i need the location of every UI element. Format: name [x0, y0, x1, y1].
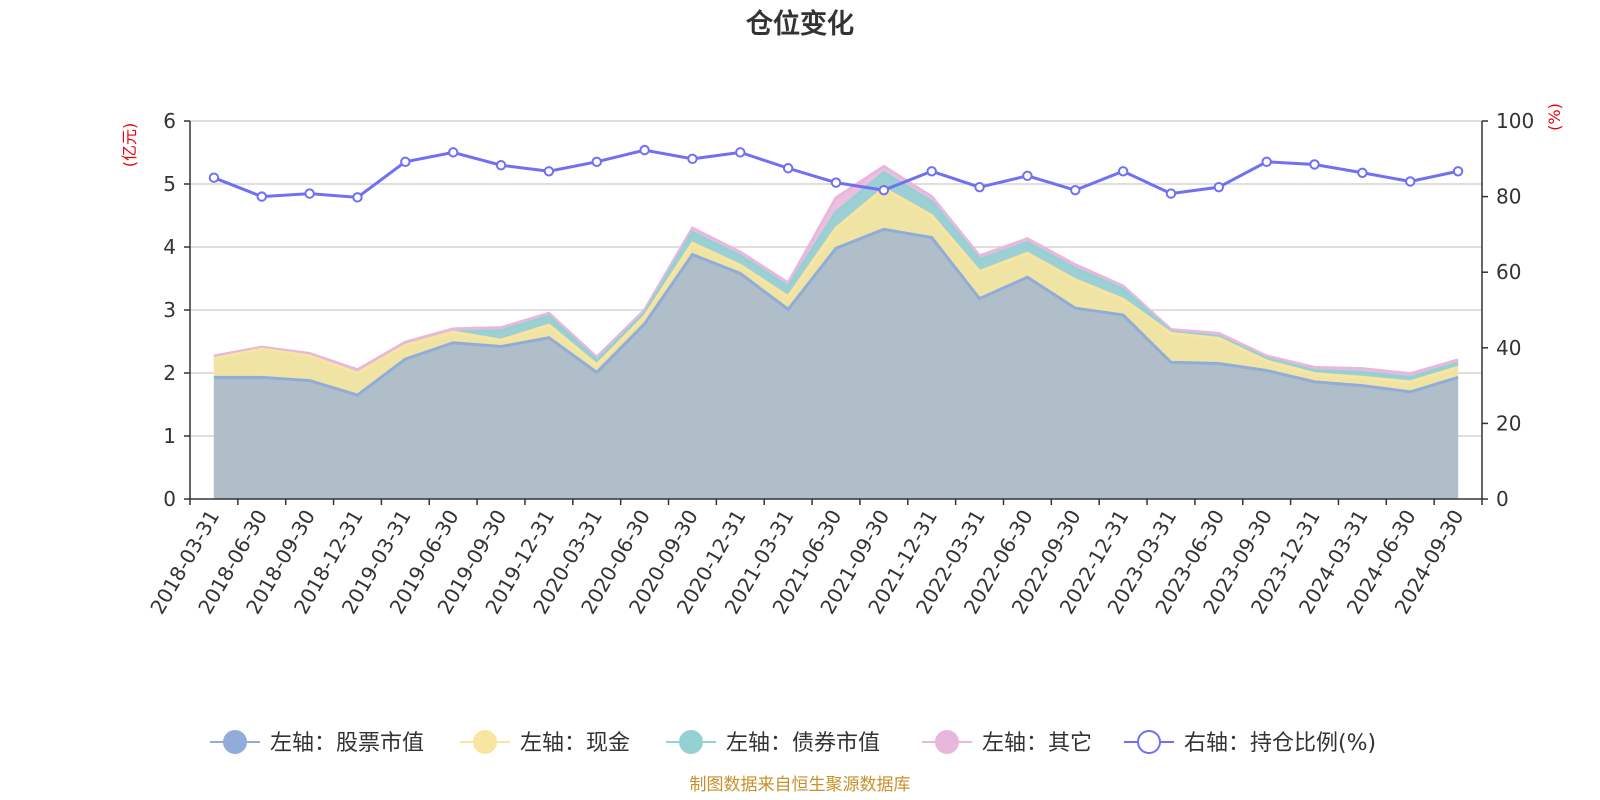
ratio-point [687, 153, 698, 165]
area-edge-0 [213, 227, 1459, 397]
ratio-point [1070, 184, 1081, 196]
ratio-point [400, 156, 411, 168]
ratio-point [1309, 159, 1320, 170]
area-0 [213, 229, 1459, 500]
legend-label: 左轴：股票市值 [270, 731, 424, 756]
ratio-point [208, 172, 220, 183]
ratio-point [256, 191, 267, 202]
ratio-point [782, 163, 794, 174]
right-tick-label: 20 [1496, 411, 1521, 435]
left-tick-label: 1 [163, 424, 176, 448]
right-tick-label: 60 [1496, 260, 1521, 284]
left-tick-label: 4 [163, 235, 176, 259]
right-tick-label: 0 [1496, 487, 1509, 511]
left-tick-label: 0 [163, 487, 176, 511]
left-tick-label: 6 [163, 109, 176, 133]
ratio-point [1452, 166, 1464, 177]
ratio-point [830, 177, 842, 188]
legend-item[interactable]: 左轴：股票市值 [210, 730, 424, 756]
legend-item[interactable]: 右轴：持仓比例(%) [1124, 730, 1376, 756]
ratio-line [213, 148, 1459, 199]
ratio-point [1405, 176, 1416, 187]
legend-label: 左轴：债券市值 [726, 731, 880, 756]
left-tick-label: 2 [163, 361, 176, 385]
legend: 左轴：股票市值 左轴：现金 左轴：债券市值 左轴：其它 右轴：持仓比例(%) [210, 730, 1376, 756]
source-note: 制图数据来自恒生聚源数据库 [690, 775, 911, 795]
left-tick-label: 3 [163, 298, 176, 322]
ratio-point [352, 192, 363, 203]
right-tick-label: 100 [1496, 109, 1534, 133]
legend-item[interactable]: 左轴：现金 [460, 730, 630, 756]
legend-item[interactable]: 左轴：其它 [922, 730, 1092, 756]
ratio-point [447, 147, 459, 158]
ratio-point [1261, 156, 1272, 168]
ratio-point [304, 188, 315, 199]
area-edge-1 [213, 186, 1459, 384]
ratio-line-layer [208, 144, 1464, 203]
legend-marker-icon [679, 730, 703, 754]
ratio-point [926, 166, 937, 177]
legend-marker-icon [223, 730, 247, 754]
left-tick-label: 5 [163, 172, 176, 196]
ratio-point [878, 184, 890, 196]
legend-marker-icon [473, 730, 497, 754]
chart-title: 仓位变化 [745, 8, 854, 40]
ratio-point [495, 160, 507, 171]
ratio-point [543, 166, 555, 177]
legend-marker-icon [1137, 730, 1161, 754]
legend-label: 左轴：现金 [520, 731, 630, 756]
ratio-point [591, 156, 602, 168]
ratio-point [1357, 167, 1368, 178]
ratio-point [974, 181, 985, 193]
right-tick-label: 80 [1496, 185, 1521, 209]
legend-marker-icon [935, 730, 959, 754]
ratio-point [735, 147, 746, 158]
right-tick-label: 40 [1496, 336, 1521, 360]
ratio-point [639, 144, 650, 156]
legend-label: 左轴：其它 [982, 731, 1092, 756]
ratio-point [1117, 166, 1129, 177]
ratio-point [1213, 181, 1225, 193]
right-axis-unit: (%) [1545, 103, 1564, 131]
stacked-areas [213, 164, 1459, 500]
area-edge-3 [213, 164, 1459, 376]
legend-label: 右轴：持仓比例(%) [1184, 731, 1376, 756]
ratio-point [1022, 170, 1033, 182]
legend-item[interactable]: 左轴：债券市值 [666, 730, 880, 756]
ratio-point [1165, 188, 1177, 199]
left-axis-unit: (亿元) [120, 123, 139, 168]
